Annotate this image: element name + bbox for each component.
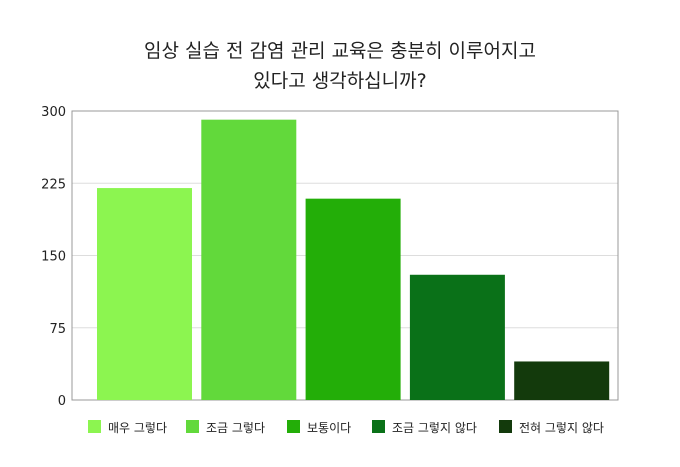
y-tick-label: 225	[41, 177, 66, 192]
legend-swatch	[372, 420, 385, 433]
legend-swatch	[186, 420, 199, 433]
legend-swatch	[287, 420, 300, 433]
y-tick-label: 300	[41, 105, 66, 120]
bar-3	[305, 198, 401, 400]
y-tick-label: 150	[41, 250, 66, 265]
legend-swatch	[499, 420, 512, 433]
bar-4	[409, 274, 505, 400]
legend-label: 매우 그렇다	[108, 420, 167, 435]
bar-5	[514, 361, 610, 400]
y-tick-label: 0	[58, 394, 66, 409]
chart-title-line-1: 임상 실습 전 감염 관리 교육은 충분히 이루어지고	[144, 40, 536, 62]
bar-1	[97, 188, 192, 400]
legend-label: 조금 그렇지 않다	[392, 420, 477, 435]
legend-label: 조금 그렇다	[206, 420, 265, 435]
chart-title-line-2: 있다고 생각하십니까?	[253, 70, 427, 92]
legend-label: 보통이다	[307, 421, 351, 435]
legend-swatch	[88, 420, 101, 433]
bar-2	[201, 119, 297, 401]
y-tick-label: 75	[49, 322, 66, 337]
legend-label: 전혀 그렇지 않다	[519, 420, 604, 435]
